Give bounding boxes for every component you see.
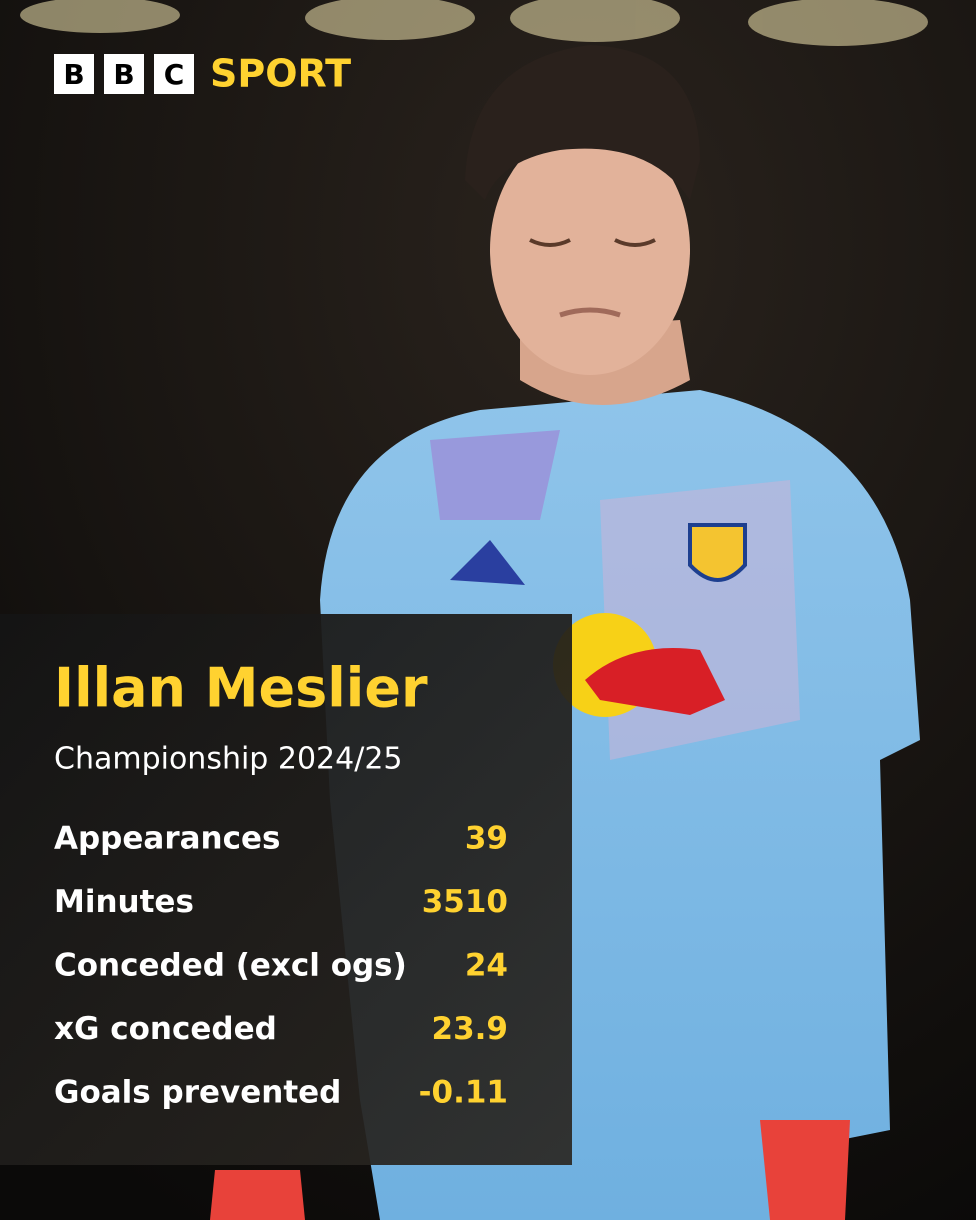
stats-rows: Appearances 39 Minutes 3510 Conceded (excl o… bbox=[54, 821, 508, 1111]
stat-label: Goals prevented bbox=[54, 1075, 341, 1111]
stat-label: Appearances bbox=[54, 821, 280, 857]
logo-letter: B bbox=[113, 58, 134, 91]
logo-block bbox=[54, 54, 94, 94]
bbc-sport-logo: B B C SPORT bbox=[54, 52, 351, 96]
stat-value: 3510 bbox=[422, 884, 508, 920]
stats-panel bbox=[0, 614, 572, 1165]
logo-letter: B bbox=[63, 58, 84, 91]
logo-sport: SPORT bbox=[210, 52, 351, 96]
stadium-lights bbox=[20, 0, 928, 46]
logo-block bbox=[104, 54, 144, 94]
logo-block bbox=[154, 54, 194, 94]
logo-letter: C bbox=[164, 58, 185, 91]
stat-label: Conceded (excl ogs) bbox=[54, 948, 407, 984]
subtitle: Championship 2024/25 bbox=[54, 742, 403, 777]
stat-label: Minutes bbox=[54, 884, 194, 920]
player-name: Illan Meslier bbox=[54, 657, 428, 720]
stat-value: -0.11 bbox=[419, 1075, 508, 1111]
stat-value: 39 bbox=[465, 821, 508, 857]
stat-label: xG conceded bbox=[54, 1011, 277, 1047]
stat-value: 23.9 bbox=[432, 1011, 509, 1047]
stat-value: 24 bbox=[465, 948, 508, 984]
